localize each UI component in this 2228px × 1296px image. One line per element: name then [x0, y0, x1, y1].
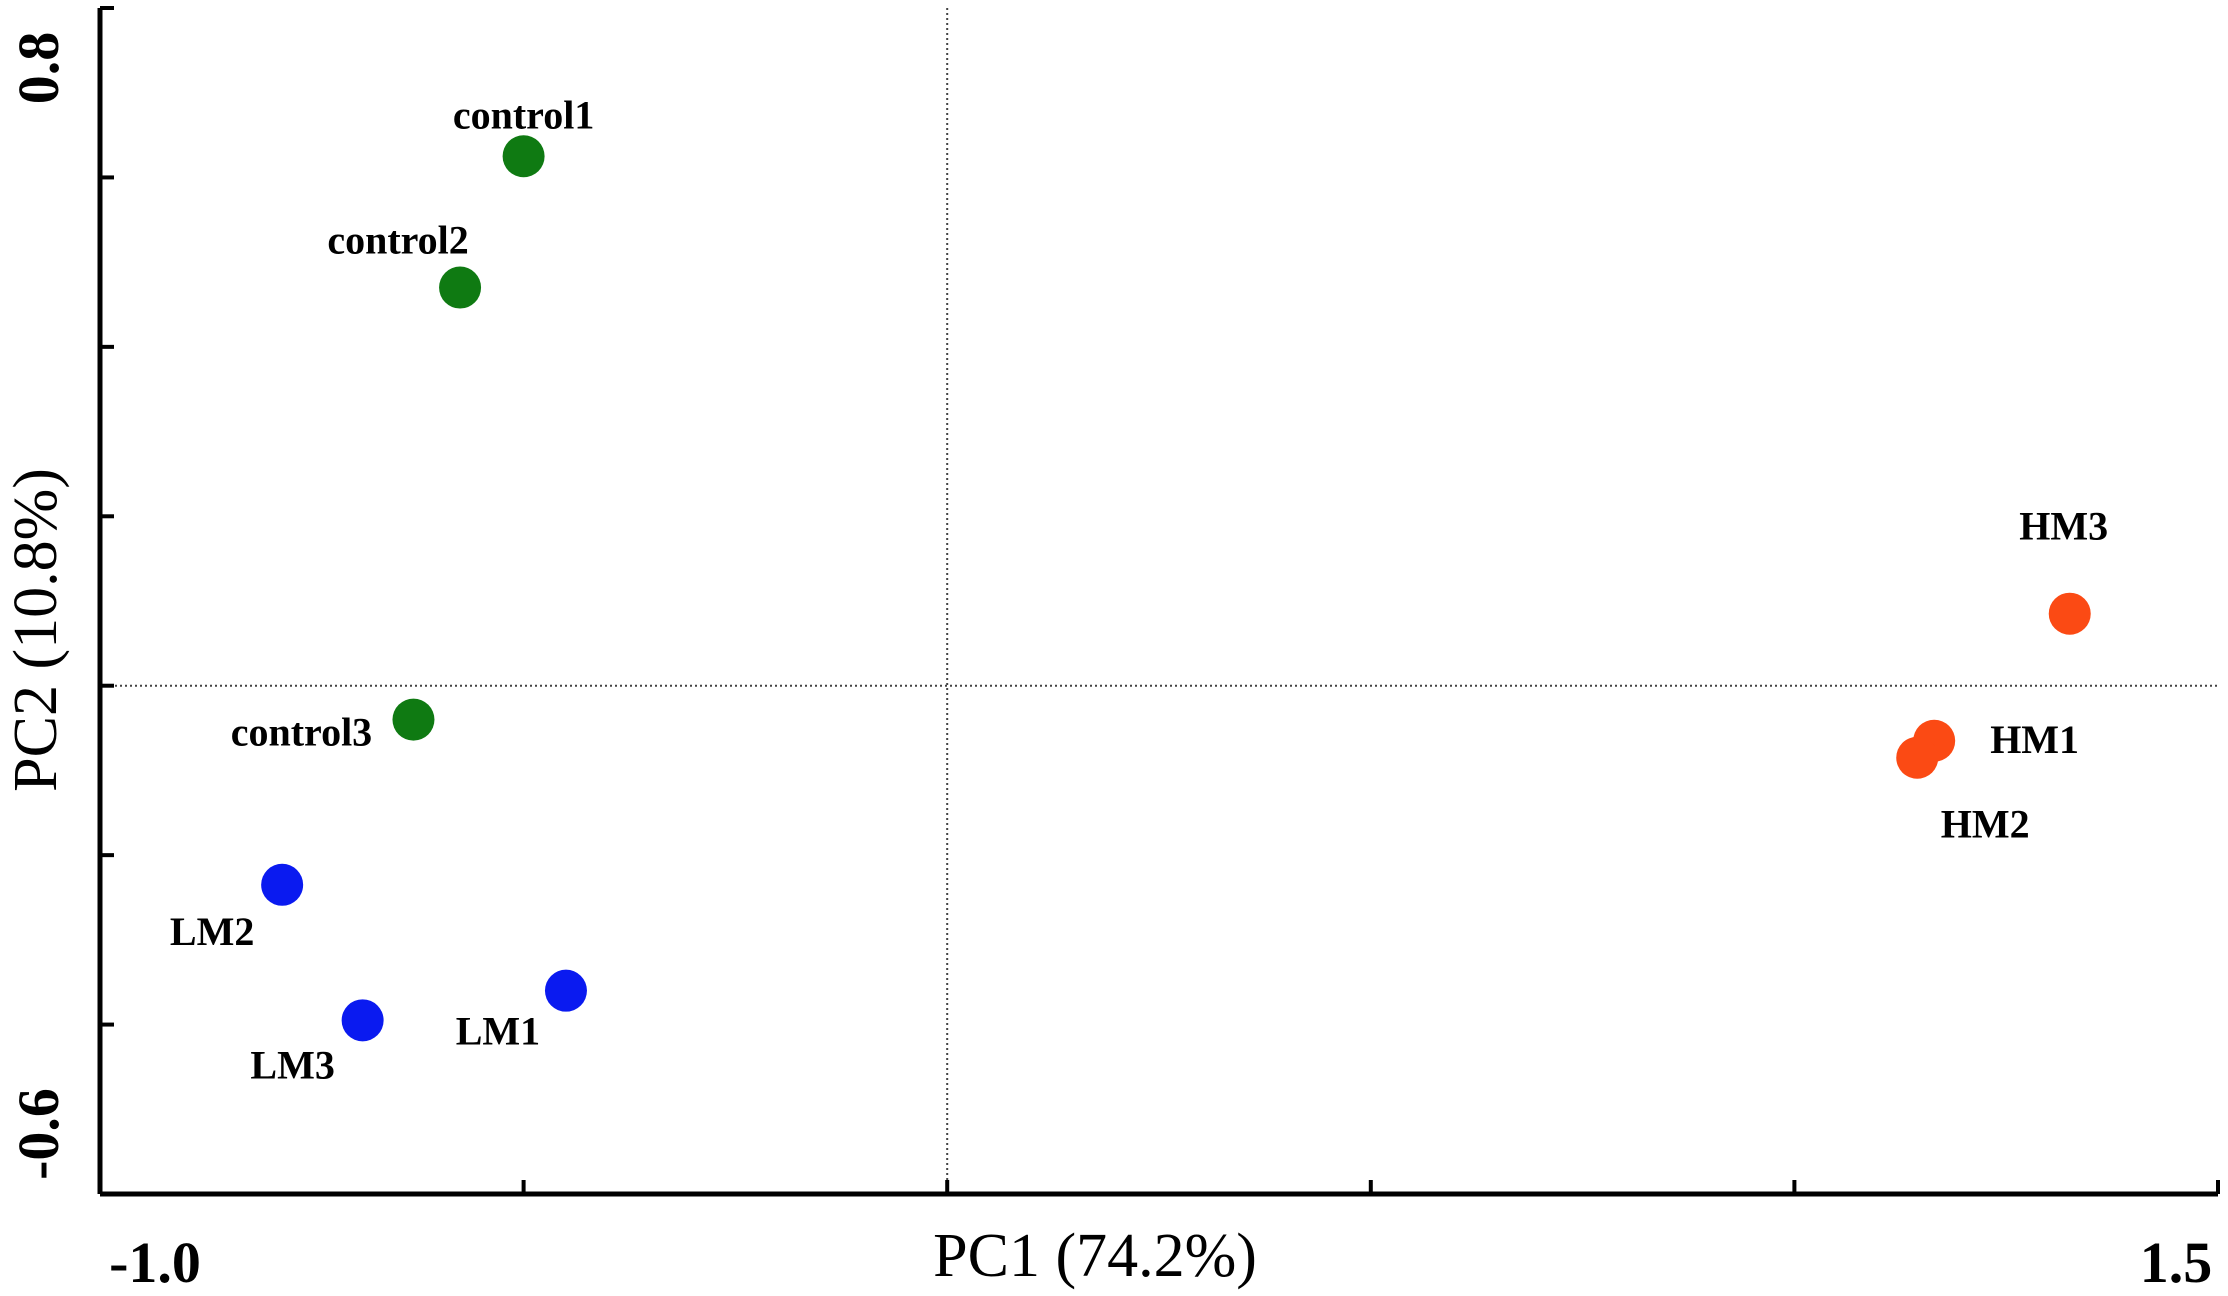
x-axis-title: PC1 (74.2%)	[933, 1222, 1257, 1290]
point-LM1	[544, 969, 587, 1012]
point-label-control3: control3	[231, 710, 372, 755]
point-control1	[502, 135, 545, 178]
y-tick-label: 0.8	[6, 32, 71, 105]
point-label-HM3: HM3	[2019, 504, 2108, 549]
point-label-LM2: LM2	[170, 909, 254, 954]
point-label-LM1: LM1	[456, 1009, 540, 1054]
point-HM3	[2048, 592, 2091, 635]
point-LM2	[261, 863, 304, 906]
axis-ticks	[98, 6, 2220, 1196]
point-control2	[439, 266, 482, 309]
y-tick-label: -0.6	[6, 1088, 71, 1180]
point-label-control1: control1	[453, 92, 594, 137]
reference-lines	[100, 8, 2218, 1194]
x-tick-label: -1.0	[109, 1230, 201, 1295]
data-points	[261, 135, 2091, 1042]
tick-labels: -1.0 1.5 0.8 -0.6	[6, 32, 2212, 1295]
point-label-HM1: HM1	[1990, 717, 2079, 762]
point-HM2	[1896, 736, 1939, 779]
point-labels: control1 control2 control3 LM1 LM2 LM3 HM1 HM2 H…	[170, 92, 2108, 1087]
point-label-control2: control2	[327, 218, 468, 263]
point-control3	[392, 698, 435, 741]
x-tick-label: 1.5	[2140, 1230, 2213, 1295]
point-LM3	[341, 999, 384, 1042]
point-label-HM2: HM2	[1941, 802, 2030, 847]
y-axis-title: PC2 (10.8%)	[2, 468, 70, 792]
point-label-LM3: LM3	[250, 1042, 334, 1087]
axes	[97, 8, 2218, 1197]
